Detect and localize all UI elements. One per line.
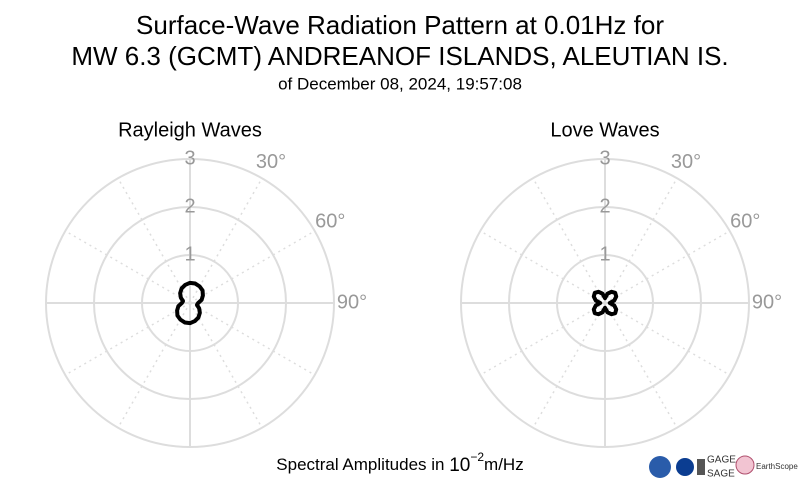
logo-text: SAGE: [707, 469, 735, 480]
radiation-pattern: [175, 280, 205, 326]
subtitle: of December 08, 2024, 19:57:08: [278, 74, 522, 93]
spoke: [189, 230, 316, 304]
panel-title: Love Waves: [550, 119, 659, 141]
logo-icon: [697, 459, 705, 475]
grid-ring: [45, 158, 335, 448]
r-tick-label: 1: [599, 243, 610, 265]
logo-text: EarthScope: [756, 462, 798, 471]
title-line: Surface-Wave Radiation Pattern at 0.01Hz…: [136, 10, 664, 40]
spoke: [604, 177, 678, 304]
grid-ring: [460, 158, 750, 448]
grid-ring: [141, 254, 239, 352]
logo-icon: [735, 455, 755, 475]
spoke: [479, 230, 606, 304]
panel-title: Rayleigh Waves: [118, 119, 262, 141]
spoke: [64, 302, 191, 376]
r-tick-label: 2: [184, 195, 195, 217]
theta-tick-label: 90°: [337, 291, 367, 313]
spoke: [117, 177, 191, 304]
theta-tick-label: 30°: [671, 151, 701, 173]
spoke: [479, 302, 606, 376]
spoke: [532, 177, 606, 304]
spoke: [117, 302, 191, 429]
spoke: [189, 302, 263, 429]
spoke: [189, 177, 263, 304]
footer-text: Spectral Amplitudes in: [276, 455, 444, 474]
footer-base: 10: [449, 455, 470, 476]
logo-icon: [649, 456, 671, 478]
theta-tick-label: 30°: [256, 151, 286, 173]
theta-tick-label: 60°: [315, 210, 345, 232]
spoke: [532, 302, 606, 429]
spoke: [189, 302, 316, 376]
title-line: MW 6.3 (GCMT) ANDREANOF ISLANDS, ALEUTIA…: [71, 41, 728, 71]
footer: Spectral Amplitudes in 10−2m/Hz: [276, 450, 523, 476]
grid-ring: [93, 206, 287, 400]
theta-tick-label: 60°: [730, 210, 760, 232]
spoke: [604, 230, 731, 304]
r-tick-label: 1: [184, 243, 195, 265]
r-tick-label: 3: [599, 147, 610, 169]
spoke: [64, 230, 191, 304]
logos: GAGE SAGE EarthScope: [649, 455, 798, 480]
radiation-pattern: [591, 289, 619, 317]
footer-exponent: −2: [470, 450, 484, 464]
theta-tick-label: 90°: [752, 291, 782, 313]
logo-icon: [676, 458, 694, 476]
r-tick-label: 3: [184, 147, 195, 169]
spoke: [604, 302, 731, 376]
r-tick-label: 2: [599, 195, 610, 217]
footer-unit: m/Hz: [484, 455, 524, 474]
logo-text: GAGE: [707, 455, 736, 466]
grid-ring: [556, 254, 654, 352]
grid-ring: [508, 206, 702, 400]
spoke: [604, 302, 678, 429]
